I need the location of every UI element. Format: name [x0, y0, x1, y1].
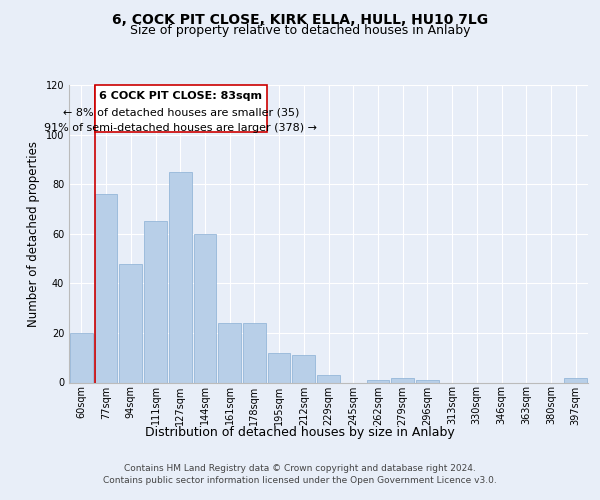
Bar	[95, 194, 118, 382]
Bar	[119, 264, 142, 382]
Bar	[194, 234, 216, 382]
Text: Size of property relative to detached houses in Anlaby: Size of property relative to detached ho…	[130, 24, 470, 37]
Text: Contains HM Land Registry data © Crown copyright and database right 2024.: Contains HM Land Registry data © Crown c…	[124, 464, 476, 473]
Text: 6 COCK PIT CLOSE: 83sqm: 6 COCK PIT CLOSE: 83sqm	[100, 91, 262, 101]
Text: 91% of semi-detached houses are larger (378) →: 91% of semi-detached houses are larger (…	[44, 124, 317, 134]
Bar	[564, 378, 587, 382]
Text: Contains public sector information licensed under the Open Government Licence v3: Contains public sector information licen…	[103, 476, 497, 485]
Text: ← 8% of detached houses are smaller (35): ← 8% of detached houses are smaller (35)	[62, 108, 299, 118]
Y-axis label: Number of detached properties: Number of detached properties	[27, 141, 40, 327]
Text: 6, COCK PIT CLOSE, KIRK ELLA, HULL, HU10 7LG: 6, COCK PIT CLOSE, KIRK ELLA, HULL, HU10…	[112, 12, 488, 26]
Bar	[367, 380, 389, 382]
Bar	[416, 380, 439, 382]
Bar	[169, 172, 191, 382]
Bar	[391, 378, 414, 382]
Bar	[292, 355, 315, 382]
Text: Distribution of detached houses by size in Anlaby: Distribution of detached houses by size …	[145, 426, 455, 439]
Bar	[218, 323, 241, 382]
Bar	[95, 85, 267, 132]
Bar	[268, 353, 290, 382]
Bar	[144, 222, 167, 382]
Bar	[243, 323, 266, 382]
Bar	[317, 375, 340, 382]
Bar	[70, 333, 93, 382]
